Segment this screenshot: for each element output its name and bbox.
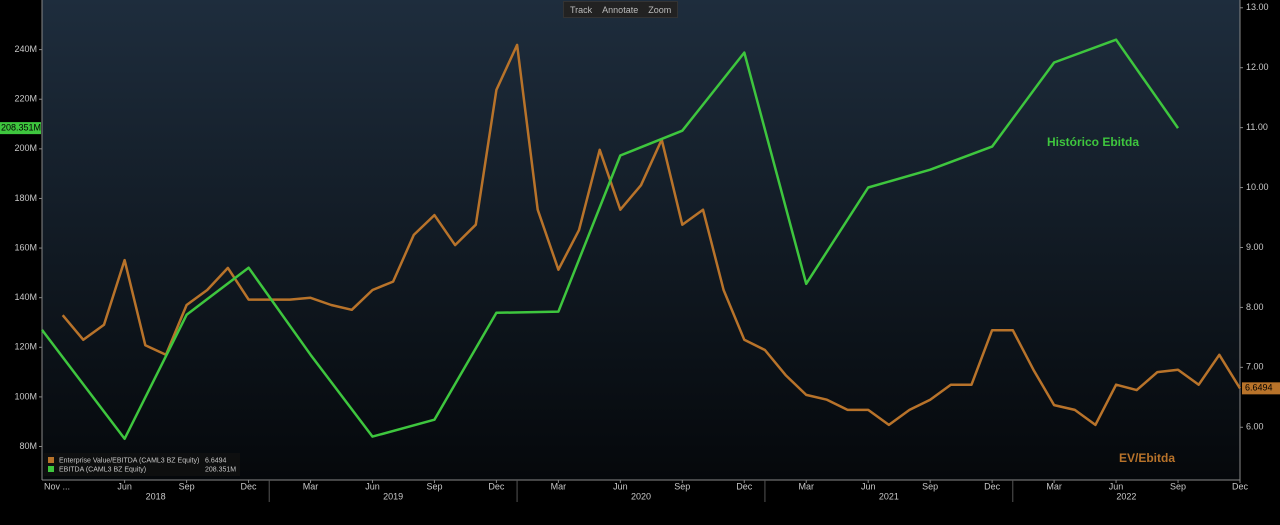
y-tick-label: 80M (19, 441, 37, 451)
legend: Enterprise Value/EBITDA (CAML3 BZ Equity… (44, 453, 240, 476)
x-tick-label: Jun (365, 481, 380, 491)
zoom-button[interactable]: Zoom (648, 4, 672, 15)
year-label: 2018 (146, 491, 166, 501)
x-tick-label: Jun (1109, 481, 1124, 491)
last-value-label: 208.351M (1, 122, 41, 132)
annotate-button[interactable]: Annotate (602, 4, 639, 15)
legend-swatch (48, 457, 54, 463)
series-line (41, 38, 1180, 441)
year-label: 2022 (1116, 491, 1136, 501)
year-label: 2021 (879, 491, 899, 501)
y-tick-label: 160M (14, 242, 37, 252)
legend-value: 6.6494 (205, 457, 227, 464)
x-start-label: Nov ... (44, 481, 70, 491)
x-tick-label: Dec (1232, 481, 1249, 491)
annotation: EV/Ebitda (1119, 451, 1175, 465)
plot-area (42, 0, 1240, 480)
x-tick-label: Jun (613, 481, 628, 491)
x-tick-label: Jun (861, 481, 876, 491)
annotation: Histórico Ebitda (1047, 135, 1139, 149)
y2-tick-label: 10.00 (1246, 182, 1269, 192)
axes: 80M 100M 120M 140M 160M 180M 200M 220M 240M 6.00 7… (0, 0, 1280, 502)
y-tick-label: 140M (14, 292, 37, 302)
x-tick-label: Sep (426, 481, 442, 491)
legend-box (44, 453, 240, 476)
last-value-box (0, 122, 41, 135)
x-tick-label: Sep (922, 481, 938, 491)
x-tick-label: Dec (488, 481, 505, 491)
y2-tick-label: 13.00 (1246, 2, 1269, 12)
y2-tick-label: 8.00 (1246, 302, 1264, 312)
x-tick-label: Mar (551, 481, 567, 491)
x-tick-label: Dec (736, 481, 753, 491)
legend-label: Enterprise Value/EBITDA (CAML3 BZ Equity… (59, 457, 199, 464)
y-tick-label: 100M (14, 391, 37, 401)
y-tick-label: 220M (14, 94, 37, 104)
legend-swatch (48, 466, 54, 472)
y-tick-label: 200M (14, 143, 37, 153)
x-tick-label: Sep (179, 481, 195, 491)
y2-tick-label: 12.00 (1246, 62, 1269, 72)
x-tick-label: Dec (241, 481, 258, 491)
last-value-box (1242, 382, 1280, 395)
track-button[interactable]: Track (570, 4, 593, 15)
x-tick-label: Jun (117, 481, 132, 491)
toolbar: Track Annotate Zoom (563, 1, 679, 18)
series-line (61, 43, 1242, 427)
y-tick-label: 180M (14, 193, 37, 203)
x-tick-label: Sep (674, 481, 690, 491)
y2-tick-label: 6.00 (1246, 422, 1264, 432)
lines (41, 38, 1242, 441)
year-label: 2019 (383, 491, 403, 501)
year-label: 2020 (631, 491, 651, 501)
x-tick-label: Mar (1046, 481, 1062, 491)
last-value-label: 6.6494 (1245, 383, 1273, 393)
y2-tick-label: 9.00 (1246, 242, 1264, 252)
x-tick-label: Dec (984, 481, 1001, 491)
y-tick-label: 120M (14, 342, 37, 352)
legend-value: 208.351M (205, 466, 236, 473)
legend-label: EBITDA (CAML3 BZ Equity) (59, 466, 146, 473)
y2-tick-label: 11.00 (1246, 122, 1268, 132)
x-tick-label: Mar (798, 481, 814, 491)
y-tick-label: 240M (14, 44, 37, 54)
x-tick-label: Sep (1170, 481, 1186, 491)
y2-tick-label: 7.00 (1246, 362, 1264, 372)
x-tick-label: Mar (303, 481, 319, 491)
